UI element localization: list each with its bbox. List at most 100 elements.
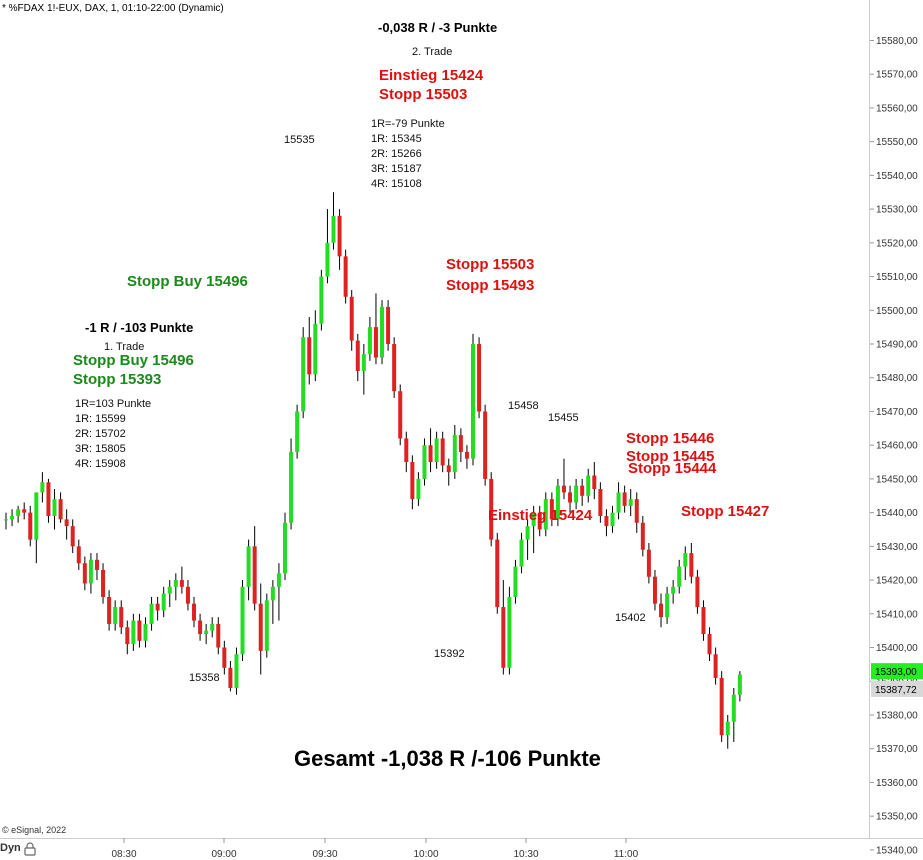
candle-body — [731, 694, 736, 722]
lock-icon[interactable] — [24, 842, 36, 856]
y-tick-label: 15560,00 — [876, 103, 918, 114]
candle — [295, 404, 300, 459]
chart-annotation: 1R=103 Punkte — [75, 398, 151, 410]
candle-body — [555, 485, 560, 520]
candle-body — [392, 344, 397, 392]
chart-annotation: Stopp 15446 — [626, 430, 714, 447]
chart-header: * %FDAX 1!-EUX, DAX, 1, 01:10-22:00 (Dyn… — [2, 3, 224, 14]
chart-annotation: -1 R / -103 Punkte — [85, 320, 193, 335]
candle — [737, 671, 742, 702]
candle-body — [222, 647, 227, 668]
candle-body — [725, 721, 730, 736]
y-tick-label: 15510,00 — [876, 272, 918, 283]
candle-body — [361, 354, 366, 371]
y-tick-label: 15570,00 — [876, 70, 918, 81]
candle-body — [477, 344, 482, 412]
candle-body — [94, 559, 99, 570]
candle — [628, 489, 633, 516]
candle-body — [16, 509, 21, 516]
chart-annotation: Stopp Buy 15496 — [127, 273, 248, 290]
candle-body — [707, 634, 712, 655]
candle-body — [173, 580, 178, 587]
candle-body — [216, 623, 221, 648]
candle — [113, 600, 118, 631]
candle-body — [495, 539, 500, 608]
candle-body — [428, 445, 433, 463]
candle — [543, 492, 548, 537]
candle — [46, 478, 51, 523]
candle — [258, 583, 263, 675]
candle-body — [543, 499, 548, 530]
y-tick-label: 15550,00 — [876, 137, 918, 148]
candle-body — [22, 509, 27, 513]
candle-body — [343, 256, 348, 297]
chart-annotation: 3R: 15805 — [75, 443, 126, 455]
chart-annotation: Stopp 15503 — [379, 86, 467, 103]
candle — [40, 472, 45, 503]
candle — [537, 505, 542, 537]
candle — [88, 553, 93, 594]
candle — [531, 505, 536, 554]
candle — [398, 384, 403, 446]
candle-body — [52, 499, 57, 516]
candle-body — [119, 607, 124, 628]
candle — [367, 317, 372, 361]
y-tick-label: 15480,00 — [876, 373, 918, 384]
candle-body — [137, 620, 142, 641]
candle — [422, 438, 427, 486]
candle-body — [398, 391, 403, 439]
candle-body — [4, 519, 8, 521]
candle-body — [325, 242, 330, 277]
candle — [525, 519, 530, 560]
candle — [586, 468, 591, 503]
chart-annotation: 1R=-79 Punkte — [371, 118, 445, 130]
candle — [119, 600, 124, 635]
candle — [331, 192, 336, 250]
candle-body — [258, 603, 263, 651]
candle — [731, 688, 736, 742]
candle — [155, 596, 160, 621]
candle — [440, 431, 445, 473]
candle — [410, 455, 415, 510]
candle-body — [28, 512, 33, 540]
candle — [452, 424, 457, 479]
candle-body — [319, 276, 324, 324]
chart-annotation: Stopp Buy 15496 — [73, 352, 194, 369]
candle — [513, 559, 518, 604]
candle-body — [355, 340, 360, 371]
chart-annotation: Stopp 15444 — [628, 460, 717, 477]
candle — [361, 344, 366, 395]
y-tick-label: 15490,00 — [876, 340, 918, 351]
candle — [719, 671, 724, 742]
candle-body — [665, 593, 670, 618]
chart-annotation: 15392 — [434, 648, 465, 660]
candle — [604, 509, 609, 537]
candle-body — [70, 526, 75, 547]
chart-annotation: 4R: 15908 — [75, 458, 126, 470]
candle — [616, 482, 621, 520]
x-tick-label: 10:30 — [513, 849, 538, 860]
chart-annotation: 1. Trade — [104, 341, 144, 353]
candle — [76, 539, 81, 570]
candle — [434, 431, 439, 469]
candle — [282, 512, 287, 581]
candle — [240, 580, 245, 662]
candle — [683, 546, 688, 581]
candle-body — [307, 337, 312, 375]
candle-body — [513, 566, 518, 597]
candle-body — [677, 566, 682, 587]
candle — [501, 580, 506, 675]
candle — [246, 539, 251, 601]
candle-body — [464, 451, 469, 459]
chart-annotation: 3R: 15187 — [371, 163, 422, 175]
candle — [380, 300, 385, 365]
candle-body — [410, 462, 415, 500]
copyright-text: © eSignal, 2022 — [2, 825, 67, 835]
candle-body — [198, 620, 203, 635]
y-tick-label: 15470,00 — [876, 407, 918, 418]
candle-body — [246, 546, 251, 587]
candle — [70, 519, 75, 554]
candle-body — [483, 411, 488, 479]
candle-body — [537, 512, 542, 530]
